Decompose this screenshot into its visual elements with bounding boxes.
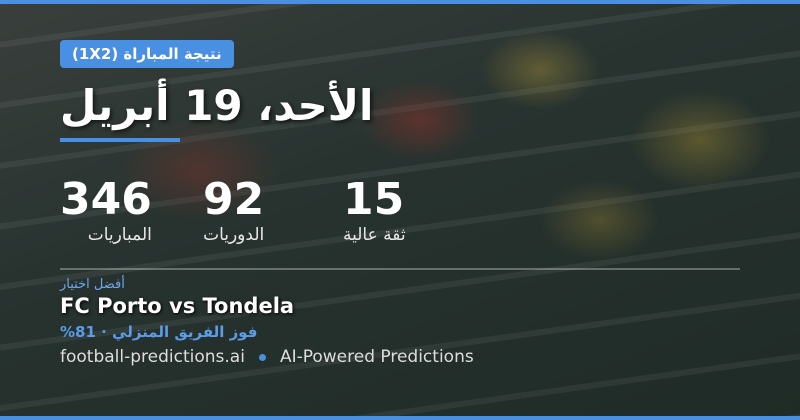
- stat-value: 346: [60, 174, 152, 225]
- site-link[interactable]: football-predictions.ai: [60, 347, 245, 367]
- match-title: FC Porto vs Tondela: [60, 294, 295, 318]
- title-underline: [60, 138, 180, 142]
- bullet-icon: [258, 353, 266, 361]
- stat-label: الدوريات: [203, 225, 265, 245]
- prediction-text: فوز الفريق المنزلي · 81%: [60, 323, 258, 341]
- divider: [60, 268, 740, 270]
- footer: football-predictions.ai AI-Powered Predi…: [60, 347, 474, 367]
- stat-matches: 346 المباريات: [60, 176, 152, 246]
- top-accent-bar: [0, 0, 800, 4]
- stat-value: 15: [343, 174, 405, 225]
- stat-label: المباريات: [87, 225, 152, 245]
- stat-leagues: 92 الدوريات: [203, 176, 264, 246]
- stat-value: 92: [203, 174, 265, 225]
- stat-high-confidence: 15 ثقة عالية: [343, 176, 406, 246]
- tagline: AI-Powered Predictions: [279, 347, 474, 367]
- category-badge: نتيجة المباراة (1X2): [60, 40, 234, 68]
- stat-label: ثقة عالية: [343, 225, 406, 245]
- bottom-accent-bar: [0, 416, 800, 420]
- page-title: الأحد، 19 أبريل: [60, 81, 374, 130]
- best-pick-label: أفضل اختيار: [60, 277, 125, 292]
